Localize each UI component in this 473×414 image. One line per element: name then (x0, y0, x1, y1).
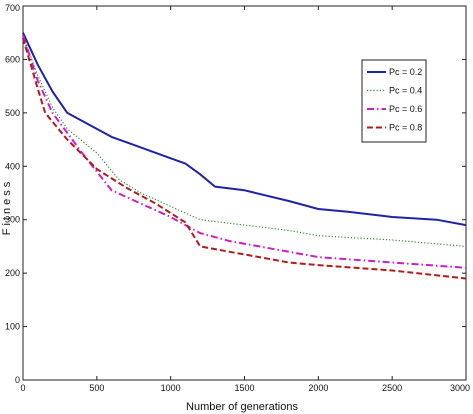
legend-label-1: Pc = 0.2 (389, 67, 422, 77)
y-tick-label: 600 (5, 54, 20, 64)
x-tick-label: 0 (20, 383, 25, 393)
legend: Pc = 0.2 Pc = 0.4 Pc = 0.6 Pc = 0.8 (361, 59, 427, 143)
series-lines (22, 32, 467, 280)
series-line-1 (22, 32, 467, 227)
x-tick-label: 2000 (308, 383, 328, 393)
x-tick-label: 500 (89, 383, 104, 393)
y-tick-label: 200 (5, 268, 20, 278)
x-tick-label: 1500 (234, 383, 254, 393)
y-tick-label: 700 (5, 3, 20, 13)
y-axis-label: Fitness (1, 179, 13, 235)
series-line-3 (22, 35, 467, 269)
series-line-2 (22, 35, 467, 247)
x-tick-label: 2500 (382, 383, 402, 393)
series-line-4 (22, 37, 467, 280)
y-tick-label: 300 (5, 215, 20, 225)
y-tick-label: 500 (5, 108, 20, 118)
x-tick-label: 3000 (450, 383, 470, 393)
y-tick-label: 0 (15, 375, 20, 385)
legend-label-4: Pc = 0.8 (389, 123, 422, 133)
x-axis-label: Number of generations (186, 401, 298, 413)
axis-ticks: 0 500 1000 1500 2000 2500 3000 0 100 200 300 400 500… (5, 3, 470, 393)
legend-label-3: Pc = 0.6 (389, 104, 422, 114)
x-tick-label: 1000 (161, 383, 181, 393)
legend-label-2: Pc = 0.4 (389, 86, 422, 96)
y-tick-label: 400 (5, 161, 20, 171)
y-tick-label: 100 (5, 322, 20, 332)
